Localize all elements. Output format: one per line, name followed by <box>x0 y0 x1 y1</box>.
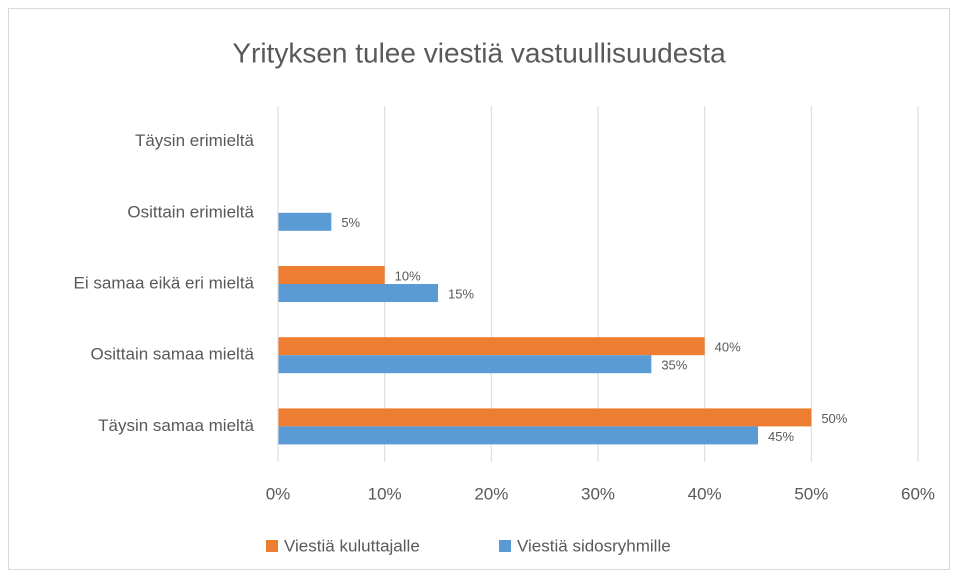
legend-label: Viestiä sidosryhmille <box>517 536 671 555</box>
bar <box>278 284 438 302</box>
data-label: 45% <box>768 429 794 444</box>
x-tick-label: 50% <box>794 484 828 503</box>
x-tick-label: 10% <box>368 484 402 503</box>
y-tick-label: Ei samaa eikä eri mieltä <box>74 273 255 292</box>
data-label: 50% <box>821 411 847 426</box>
data-label: 15% <box>448 286 474 301</box>
y-tick-label: Täysin samaa mieltä <box>98 416 254 435</box>
legend-swatch <box>266 540 278 552</box>
x-tick-label: 20% <box>474 484 508 503</box>
x-tick-label: 0% <box>266 484 291 503</box>
x-tick-label: 60% <box>901 484 935 503</box>
x-tick-label: 30% <box>581 484 615 503</box>
chart-border <box>8 8 950 570</box>
bar <box>278 426 758 445</box>
bar <box>278 337 705 356</box>
chart-title: Yrityksen tulee viestiä vastuullisuudest… <box>232 37 726 68</box>
legend-swatch <box>499 540 511 552</box>
legend-label: Viestiä kuluttajalle <box>284 536 420 555</box>
data-label: 40% <box>715 340 741 355</box>
bar <box>278 212 332 231</box>
y-tick-label: Osittain erimieltä <box>127 202 254 221</box>
x-tick-label: 40% <box>688 484 722 503</box>
y-tick-label: Täysin erimieltä <box>135 131 255 150</box>
data-label: 5% <box>341 215 360 230</box>
data-label: 35% <box>661 358 687 373</box>
y-tick-label: Osittain samaa mieltä <box>91 345 255 364</box>
bar <box>278 408 812 427</box>
bar <box>278 355 652 374</box>
data-label: 10% <box>395 268 421 283</box>
bar <box>278 266 385 284</box>
